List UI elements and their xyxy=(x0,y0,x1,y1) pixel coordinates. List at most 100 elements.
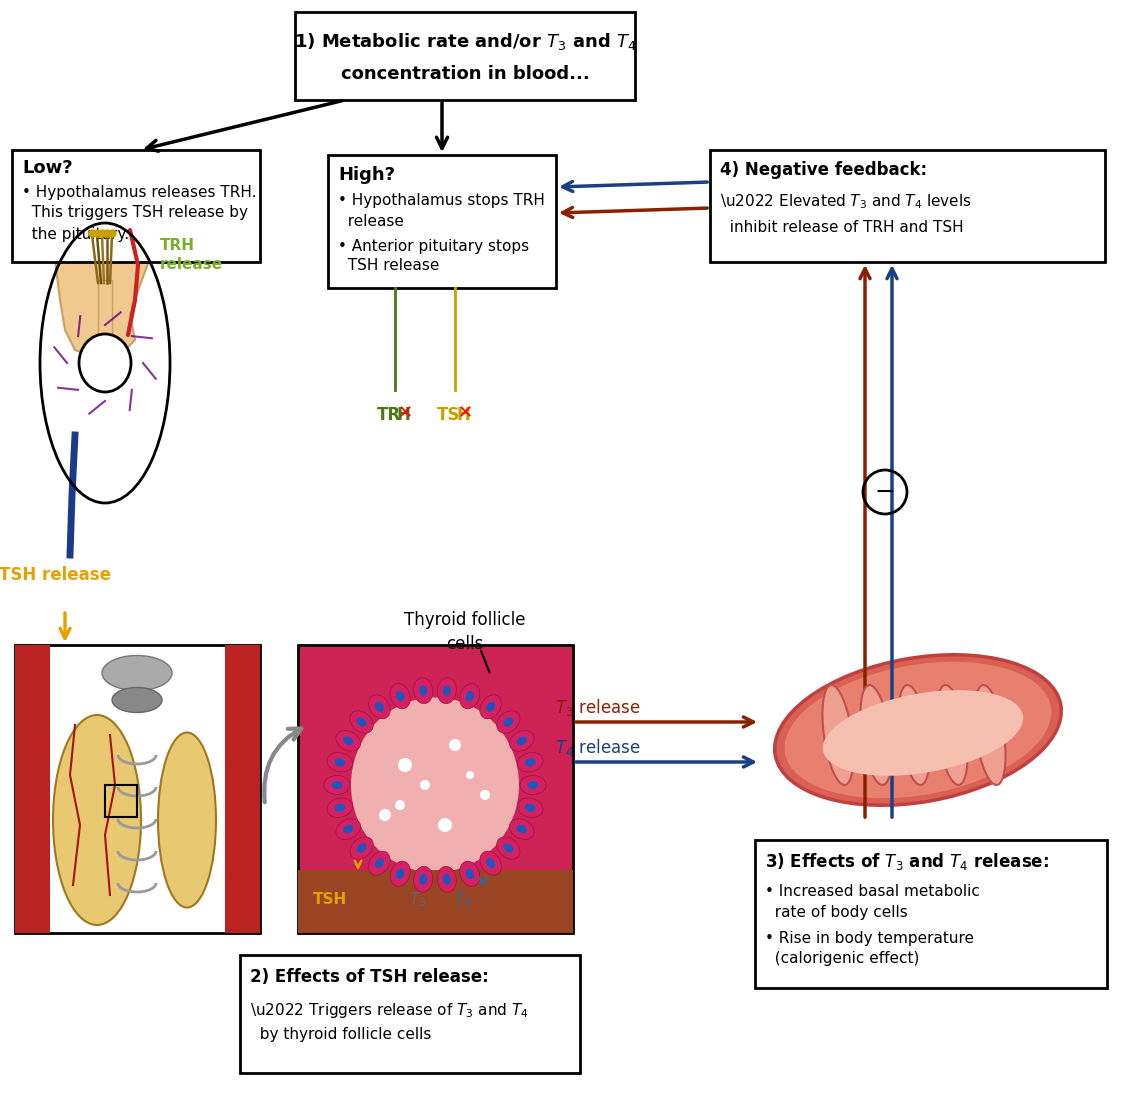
FancyBboxPatch shape xyxy=(240,955,580,1073)
Ellipse shape xyxy=(460,861,480,886)
Text: TSH release: TSH release xyxy=(0,566,111,584)
FancyBboxPatch shape xyxy=(12,150,260,262)
Ellipse shape xyxy=(443,874,451,885)
Ellipse shape xyxy=(102,656,172,690)
Text: release: release xyxy=(338,214,404,228)
Polygon shape xyxy=(226,645,260,934)
Ellipse shape xyxy=(822,690,1023,776)
Polygon shape xyxy=(55,155,160,245)
Ellipse shape xyxy=(343,825,353,834)
Circle shape xyxy=(395,800,405,810)
Ellipse shape xyxy=(357,717,367,726)
Ellipse shape xyxy=(466,691,473,701)
Text: −: − xyxy=(874,480,895,504)
Ellipse shape xyxy=(443,686,451,697)
Ellipse shape xyxy=(375,702,384,712)
Text: the pituitary.: the pituitary. xyxy=(22,226,129,241)
Text: 2) Effects of TSH release:: 2) Effects of TSH release: xyxy=(250,968,489,986)
Circle shape xyxy=(449,739,461,751)
Circle shape xyxy=(398,758,412,772)
Ellipse shape xyxy=(497,711,519,733)
Ellipse shape xyxy=(53,715,141,925)
Text: by thyroid follicle cells: by thyroid follicle cells xyxy=(250,1028,431,1042)
Ellipse shape xyxy=(335,731,360,751)
Ellipse shape xyxy=(334,804,346,812)
Text: inhibit release of TRH and TSH: inhibit release of TRH and TSH xyxy=(720,220,964,236)
Ellipse shape xyxy=(486,702,495,712)
Ellipse shape xyxy=(350,837,374,859)
Text: $T_3$ release: $T_3$ release xyxy=(555,698,641,719)
Ellipse shape xyxy=(112,688,162,712)
Text: TSH release: TSH release xyxy=(338,259,440,273)
Text: 1) Metabolic rate and/or $T_3$ and $T_4$: 1) Metabolic rate and/or $T_3$ and $T_4$ xyxy=(294,32,636,53)
Text: • Hypothalamus releases TRH.: • Hypothalamus releases TRH. xyxy=(22,184,257,200)
Polygon shape xyxy=(55,185,155,355)
Ellipse shape xyxy=(396,869,404,879)
Ellipse shape xyxy=(509,731,534,751)
Ellipse shape xyxy=(519,776,546,794)
Text: This triggers TSH release by: This triggers TSH release by xyxy=(22,205,248,220)
Ellipse shape xyxy=(331,781,342,789)
FancyBboxPatch shape xyxy=(755,840,1107,988)
Ellipse shape xyxy=(774,655,1061,805)
Ellipse shape xyxy=(525,804,535,812)
Ellipse shape xyxy=(486,858,495,868)
Ellipse shape xyxy=(375,858,384,868)
Text: Low?: Low? xyxy=(22,159,73,177)
FancyBboxPatch shape xyxy=(328,155,557,289)
Ellipse shape xyxy=(357,844,367,852)
Ellipse shape xyxy=(368,694,390,719)
Ellipse shape xyxy=(350,711,374,733)
Text: TR: TR xyxy=(377,406,402,425)
Ellipse shape xyxy=(899,685,929,785)
Text: H: H xyxy=(457,406,471,425)
Text: High?: High? xyxy=(338,166,395,184)
Ellipse shape xyxy=(420,874,427,885)
Ellipse shape xyxy=(390,683,411,709)
Text: (calorigenic effect): (calorigenic effect) xyxy=(765,951,919,966)
Circle shape xyxy=(466,771,473,779)
Text: TS: TS xyxy=(436,406,460,425)
Ellipse shape xyxy=(414,678,433,703)
Ellipse shape xyxy=(504,844,513,852)
Text: • Anterior pituitary stops: • Anterior pituitary stops xyxy=(338,238,530,253)
Text: 4) Negative feedback:: 4) Negative feedback: xyxy=(720,161,927,179)
Ellipse shape xyxy=(460,683,480,709)
Ellipse shape xyxy=(438,867,457,892)
Ellipse shape xyxy=(480,694,502,719)
Polygon shape xyxy=(15,645,50,934)
Circle shape xyxy=(379,808,390,821)
FancyBboxPatch shape xyxy=(298,645,573,934)
Text: • Increased basal metabolic: • Increased basal metabolic xyxy=(765,884,980,900)
Ellipse shape xyxy=(497,837,519,859)
Ellipse shape xyxy=(334,758,346,767)
Circle shape xyxy=(438,818,452,832)
Text: TSH: TSH xyxy=(313,893,347,907)
Circle shape xyxy=(420,780,430,790)
Ellipse shape xyxy=(324,776,350,794)
Ellipse shape xyxy=(516,825,527,834)
Ellipse shape xyxy=(343,736,353,745)
Ellipse shape xyxy=(327,798,352,817)
Ellipse shape xyxy=(158,733,217,907)
Text: rate of body cells: rate of body cells xyxy=(765,905,908,920)
Ellipse shape xyxy=(861,685,892,785)
Text: • Hypothalamus stops TRH: • Hypothalamus stops TRH xyxy=(338,193,545,208)
Text: \u2022 Elevated $T_3$ and $T_4$ levels: \u2022 Elevated $T_3$ and $T_4$ levels xyxy=(720,193,972,212)
Polygon shape xyxy=(98,280,112,335)
Ellipse shape xyxy=(466,869,473,879)
Ellipse shape xyxy=(79,333,131,392)
Text: H: H xyxy=(397,406,411,425)
Polygon shape xyxy=(298,870,573,934)
Ellipse shape xyxy=(390,861,411,886)
Circle shape xyxy=(480,790,490,800)
Ellipse shape xyxy=(414,867,433,892)
Text: $T_3$: $T_3$ xyxy=(410,891,426,909)
Text: $T_4$: $T_4$ xyxy=(454,891,471,909)
Ellipse shape xyxy=(517,798,543,817)
Ellipse shape xyxy=(525,758,535,767)
Ellipse shape xyxy=(937,685,967,785)
Ellipse shape xyxy=(368,851,390,875)
Text: TRH
release: TRH release xyxy=(160,238,223,272)
Ellipse shape xyxy=(509,818,534,839)
